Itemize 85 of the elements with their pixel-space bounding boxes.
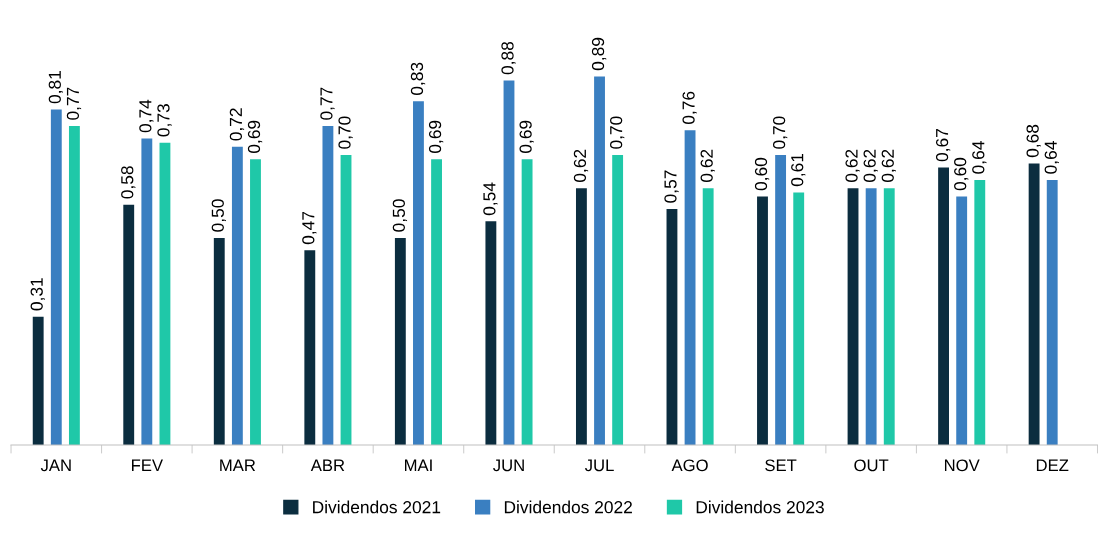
data-label: 0,64 bbox=[972, 141, 987, 174]
bar bbox=[684, 130, 696, 446]
data-label: 0,77 bbox=[320, 87, 335, 120]
data-label: 0,88 bbox=[501, 41, 516, 75]
data-label: 0,72 bbox=[229, 108, 245, 141]
data-label: 0,74 bbox=[139, 99, 154, 133]
bar bbox=[503, 80, 515, 446]
bar bbox=[159, 142, 171, 446]
data-label: 0,62 bbox=[881, 149, 896, 182]
bar bbox=[666, 208, 678, 446]
x-tick-label: JUN bbox=[493, 459, 524, 472]
data-label: 0,70 bbox=[338, 116, 353, 149]
data-label: 0,62 bbox=[573, 149, 589, 182]
bar bbox=[847, 188, 859, 446]
data-label: 0,89 bbox=[591, 37, 607, 71]
bar bbox=[250, 159, 261, 446]
bar bbox=[431, 159, 442, 446]
bar bbox=[141, 138, 153, 446]
x-tick-label: OUT bbox=[854, 459, 889, 472]
bar bbox=[1046, 179, 1058, 446]
data-label: 0,62 bbox=[845, 149, 860, 182]
bar bbox=[974, 179, 986, 446]
x-tick-label: MAI bbox=[405, 459, 432, 472]
data-label: 0,50 bbox=[392, 199, 408, 232]
bar bbox=[956, 196, 968, 446]
x-tick-label: MAR bbox=[220, 459, 256, 472]
bar bbox=[322, 126, 334, 446]
legend-label: Dividendos 2022 bbox=[504, 500, 632, 514]
x-tick-label: ABR bbox=[310, 459, 345, 472]
bar bbox=[521, 159, 533, 446]
x-tick-label: AGO bbox=[671, 459, 708, 472]
x-tick-label: JAN bbox=[40, 459, 71, 472]
bar bbox=[883, 188, 895, 446]
x-tick-label: FEV bbox=[132, 459, 163, 472]
data-label: 0,47 bbox=[302, 211, 317, 245]
legend-label: Dividendos 2023 bbox=[696, 500, 824, 514]
bar bbox=[865, 188, 877, 446]
x-tick-label: JUL bbox=[584, 459, 614, 472]
data-label: 0,69 bbox=[247, 120, 263, 154]
data-label: 0,69 bbox=[428, 120, 444, 154]
data-label: 0,54 bbox=[483, 182, 498, 216]
bar bbox=[213, 237, 225, 446]
bar bbox=[68, 126, 80, 446]
bar bbox=[612, 155, 624, 446]
data-label: 0,62 bbox=[863, 149, 878, 182]
data-label: 0,77 bbox=[66, 87, 82, 120]
bar bbox=[485, 221, 497, 446]
data-label: 0,58 bbox=[121, 166, 136, 199]
data-label: 0,67 bbox=[935, 129, 951, 162]
bar bbox=[793, 192, 805, 446]
x-tick-label: SET bbox=[765, 459, 797, 472]
bar bbox=[938, 167, 949, 446]
bar bbox=[702, 188, 714, 446]
bar bbox=[304, 250, 316, 446]
data-label: 0,60 bbox=[754, 157, 770, 191]
data-label: 0,76 bbox=[682, 91, 697, 125]
bar bbox=[757, 196, 768, 446]
bar bbox=[413, 101, 424, 446]
bar bbox=[1028, 163, 1040, 446]
bar bbox=[32, 316, 44, 446]
x-tick-label: DEZ bbox=[1036, 459, 1069, 472]
data-label: 0,61 bbox=[791, 153, 806, 187]
legend-label: Dividendos 2021 bbox=[313, 500, 441, 514]
data-label: 0,68 bbox=[1026, 124, 1041, 158]
bar bbox=[340, 155, 352, 446]
data-label: 0,81 bbox=[48, 71, 64, 104]
data-label: 0,60 bbox=[954, 157, 969, 191]
data-label: 0,69 bbox=[519, 120, 534, 154]
data-label: 0,62 bbox=[700, 149, 715, 182]
data-label: 0,70 bbox=[610, 116, 625, 149]
data-label: 0,50 bbox=[211, 199, 226, 232]
data-label: 0,57 bbox=[664, 170, 679, 203]
bar bbox=[594, 76, 605, 446]
data-label: 0,83 bbox=[410, 62, 426, 96]
data-label: 0,64 bbox=[1044, 141, 1059, 174]
bar bbox=[50, 109, 62, 446]
data-label: 0,73 bbox=[157, 104, 172, 137]
data-label: 0,31 bbox=[30, 278, 45, 311]
data-label: 0,70 bbox=[772, 116, 788, 149]
bar bbox=[775, 155, 787, 446]
bar bbox=[123, 204, 135, 446]
x-tick-label: NOV bbox=[944, 459, 980, 472]
bar bbox=[231, 146, 243, 446]
bar bbox=[394, 237, 406, 446]
bar bbox=[575, 188, 587, 446]
